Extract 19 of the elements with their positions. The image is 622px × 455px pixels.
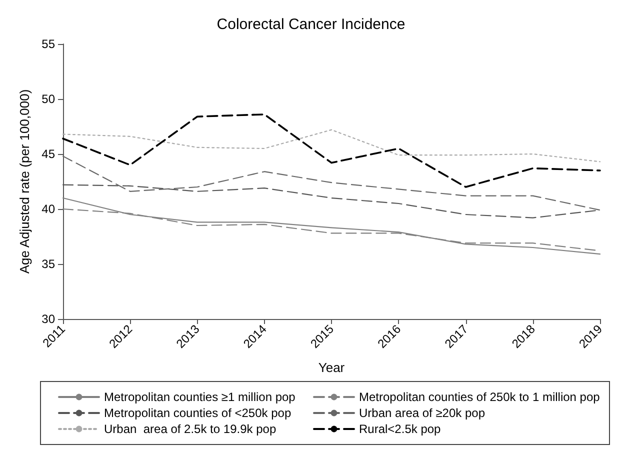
x-axis-title: Year — [318, 360, 346, 375]
line-series — [62, 156, 601, 211]
y-tick-label: 40 — [42, 202, 56, 216]
legend-label: Metropolitan counties ≥1 million pop — [104, 390, 296, 404]
y-tick-label: 50 — [42, 92, 56, 106]
legend-label: Urban area of ≥20k pop — [359, 406, 486, 420]
legend-label: Metropolitan counties of <250k pop — [104, 406, 292, 420]
line-series — [62, 197, 601, 255]
y-tick-label: 55 — [42, 37, 56, 51]
y-tick-label: 30 — [42, 312, 56, 326]
line-series — [62, 114, 601, 188]
y-tick-label: 35 — [42, 257, 56, 271]
y-axis-title: Age Adjusted rate (per 100,000) — [16, 89, 32, 274]
legend-label: Metropolitan counties of 250k to 1 million pop — [359, 390, 600, 404]
y-tick-label: 45 — [42, 147, 56, 161]
legend-label: Urban area of 2.5k to 19.9k pop — [104, 422, 276, 436]
legend-label: Rural<2.5k pop — [359, 422, 442, 436]
chart-title: Colorectal Cancer Incidence — [216, 16, 406, 33]
line-series — [62, 129, 601, 162]
